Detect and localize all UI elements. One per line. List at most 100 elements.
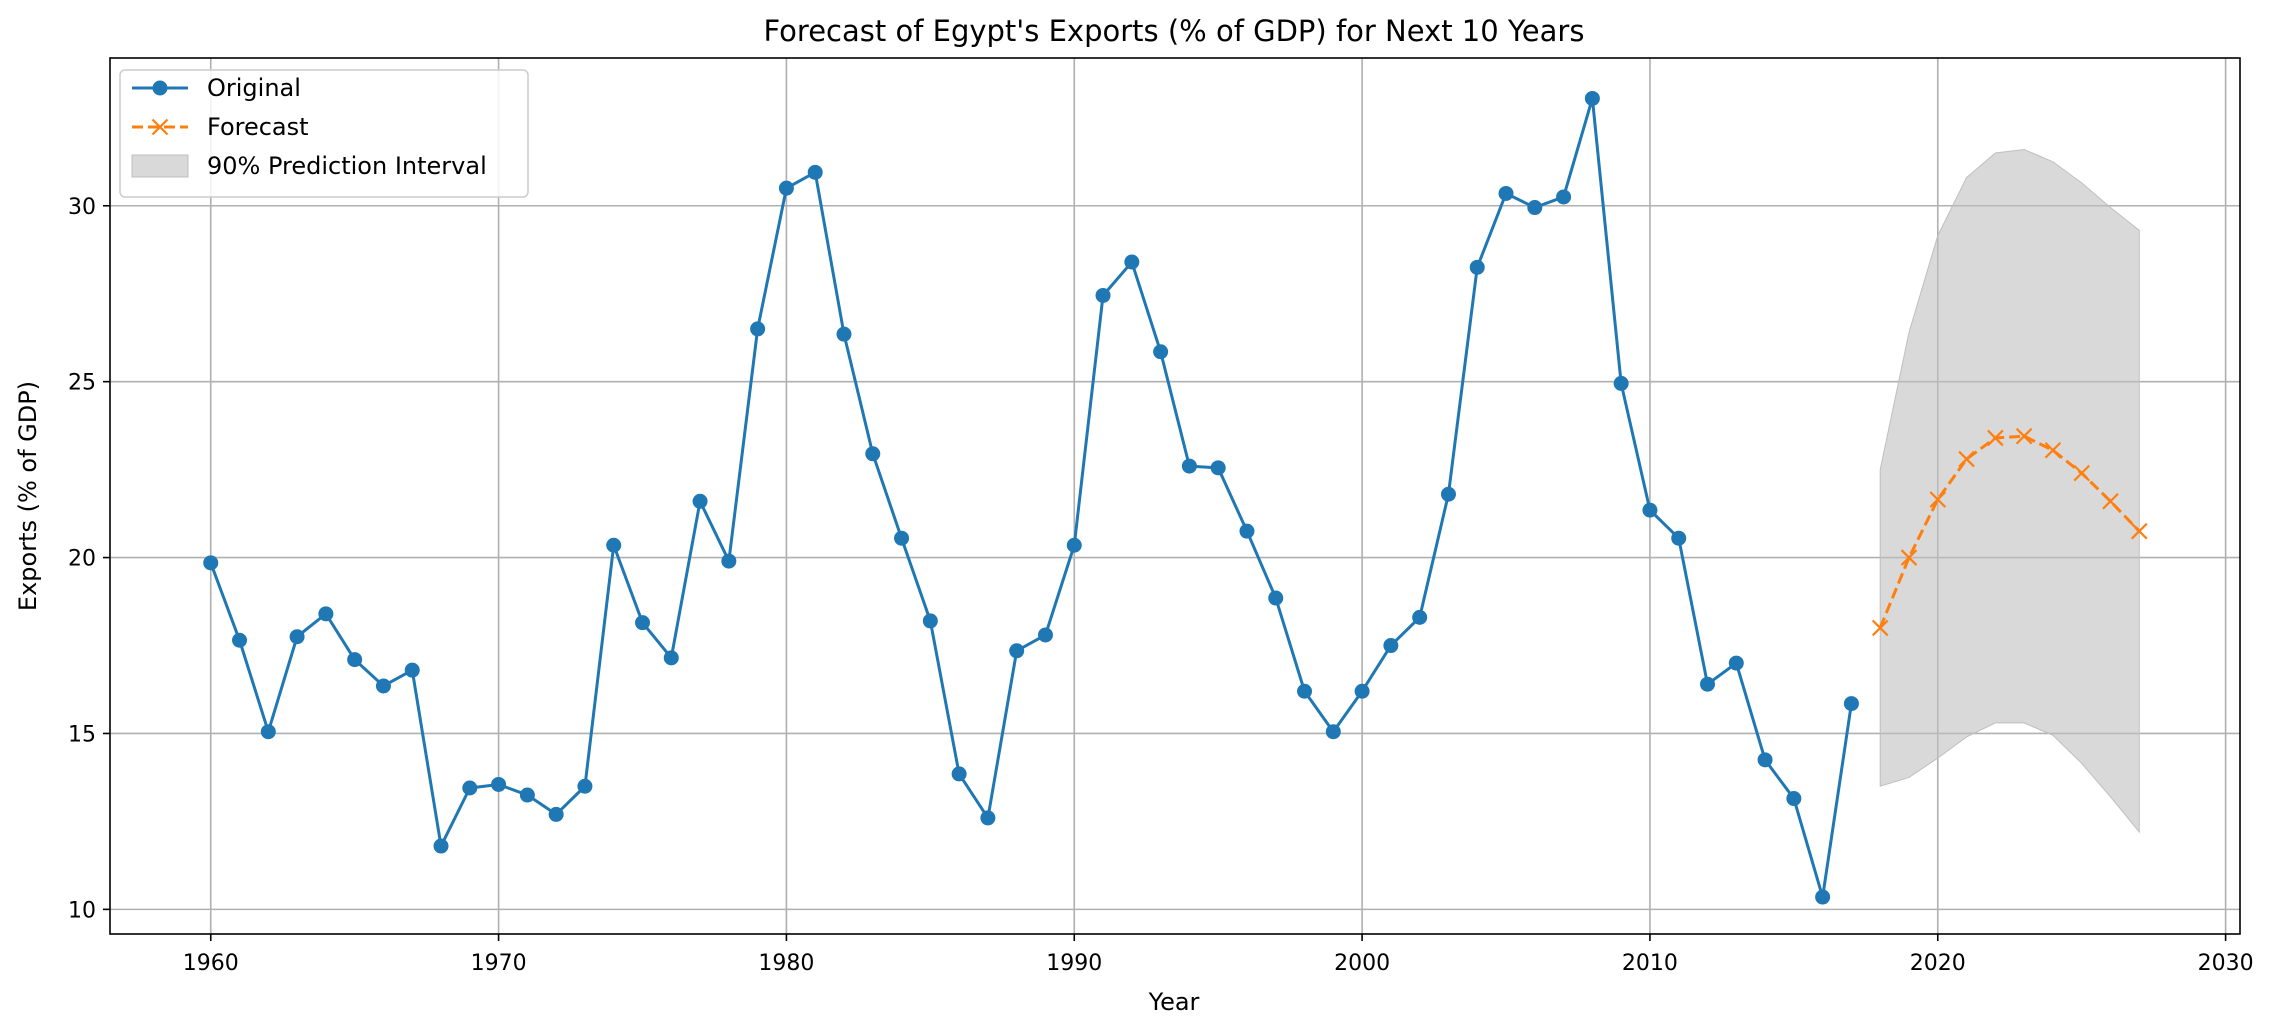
original-point (1728, 655, 1744, 671)
x-tick-label: 1990 (1046, 951, 1102, 976)
forecast-point (1987, 429, 2004, 447)
original-point (433, 838, 449, 854)
original-point (1469, 259, 1485, 275)
legend-forecast-label: Forecast (207, 113, 309, 141)
original-point (519, 787, 535, 803)
original-line (209, 96, 1853, 899)
original-point (663, 650, 679, 666)
original-point (1095, 287, 1111, 303)
original-point (1037, 627, 1053, 643)
original-point (1124, 254, 1140, 270)
original-point (1066, 537, 1082, 553)
original-point (951, 766, 967, 782)
y-tick-label: 15 (68, 722, 96, 747)
prediction-interval-band (1879, 148, 2140, 834)
original-point (635, 615, 650, 631)
chart-title: Forecast of Egypt's Exports (% of GDP) f… (764, 14, 1585, 48)
y-tick-label: 20 (68, 547, 96, 572)
original-point (1210, 460, 1226, 476)
x-axis-label: Year (1148, 988, 1200, 1016)
original-point (980, 810, 996, 826)
original-point (1786, 791, 1802, 807)
original-point (606, 537, 622, 553)
y-axis: 10 15 20 25 30 (68, 195, 110, 923)
x-tick-label: 2010 (1622, 951, 1678, 976)
original-point (1440, 486, 1456, 502)
x-tick-label: 2000 (1334, 951, 1390, 976)
forecast-point (2073, 464, 2090, 482)
original-point (1325, 724, 1341, 740)
y-tick-label: 30 (68, 195, 96, 220)
original-point (1383, 638, 1399, 654)
x-tick-label: 1980 (758, 951, 814, 976)
original-point (1412, 609, 1428, 625)
legend-interval-label: 90% Prediction Interval (207, 152, 487, 180)
original-point (1239, 523, 1255, 539)
original-point (721, 553, 737, 569)
original-point (1700, 676, 1715, 692)
forecast-point (2130, 522, 2148, 540)
plot-frame (109, 57, 2241, 935)
x-tick-label: 1960 (183, 951, 239, 976)
original-point (1009, 643, 1025, 659)
forecast-point (1871, 619, 1889, 637)
original-point (1556, 189, 1572, 205)
original-point (1181, 458, 1197, 474)
original-point (778, 180, 794, 196)
prediction-interval-layer (1879, 148, 2140, 834)
original-point (1671, 530, 1687, 546)
original-point (1268, 590, 1284, 606)
original-point (1815, 889, 1831, 905)
x-tick-label: 2030 (2198, 951, 2254, 976)
forecast-point (2015, 427, 2033, 445)
legend-forecast-marker (151, 118, 169, 136)
x-tick-label: 2020 (1910, 951, 1966, 976)
legend-box (119, 69, 529, 198)
original-point (375, 678, 391, 694)
original-point (1613, 375, 1629, 391)
original-point (491, 776, 507, 792)
forecast-series (1871, 427, 2148, 637)
original-point (318, 606, 334, 622)
original-point (1843, 696, 1859, 712)
forecast-point (2044, 441, 2062, 459)
original-point (1584, 90, 1600, 106)
original-point (692, 493, 708, 509)
y-tick-label: 25 (68, 371, 96, 396)
y-tick-label: 10 (68, 898, 96, 923)
forecast-point (2102, 492, 2119, 510)
original-point (548, 806, 564, 822)
original-point (577, 778, 593, 794)
original-point (462, 780, 478, 796)
original-point (289, 629, 305, 645)
original-series (203, 90, 1859, 905)
legend-original-marker (152, 80, 168, 96)
legend-interval-swatch (131, 154, 189, 178)
original-point (1153, 344, 1169, 360)
x-tick-label: 1970 (471, 951, 527, 976)
original-point (1757, 752, 1773, 768)
original-point (1297, 683, 1313, 699)
y-axis-label: Exports (% of GDP) (14, 381, 42, 611)
original-point (807, 164, 823, 180)
x-axis: 1960 1970 1980 1990 2000 2010 2020 2030 (183, 934, 2254, 976)
original-point (404, 662, 420, 678)
legend-original-label: Original (207, 74, 301, 102)
legend: Original Forecast 90% Prediction Interval (119, 69, 529, 198)
original-point (894, 530, 910, 546)
original-point (232, 632, 248, 648)
series-layer (203, 90, 2148, 905)
original-point (203, 555, 219, 571)
original-point (1354, 683, 1370, 699)
original-point (347, 652, 363, 668)
original-point (836, 326, 852, 342)
forecast-line (1878, 434, 2141, 629)
original-point (1498, 185, 1514, 201)
original-point (922, 613, 938, 629)
forecast-point (1958, 450, 1975, 468)
original-point (260, 724, 276, 740)
original-point (1642, 502, 1658, 518)
forecast-point (1900, 549, 1918, 566)
original-point (865, 446, 881, 462)
